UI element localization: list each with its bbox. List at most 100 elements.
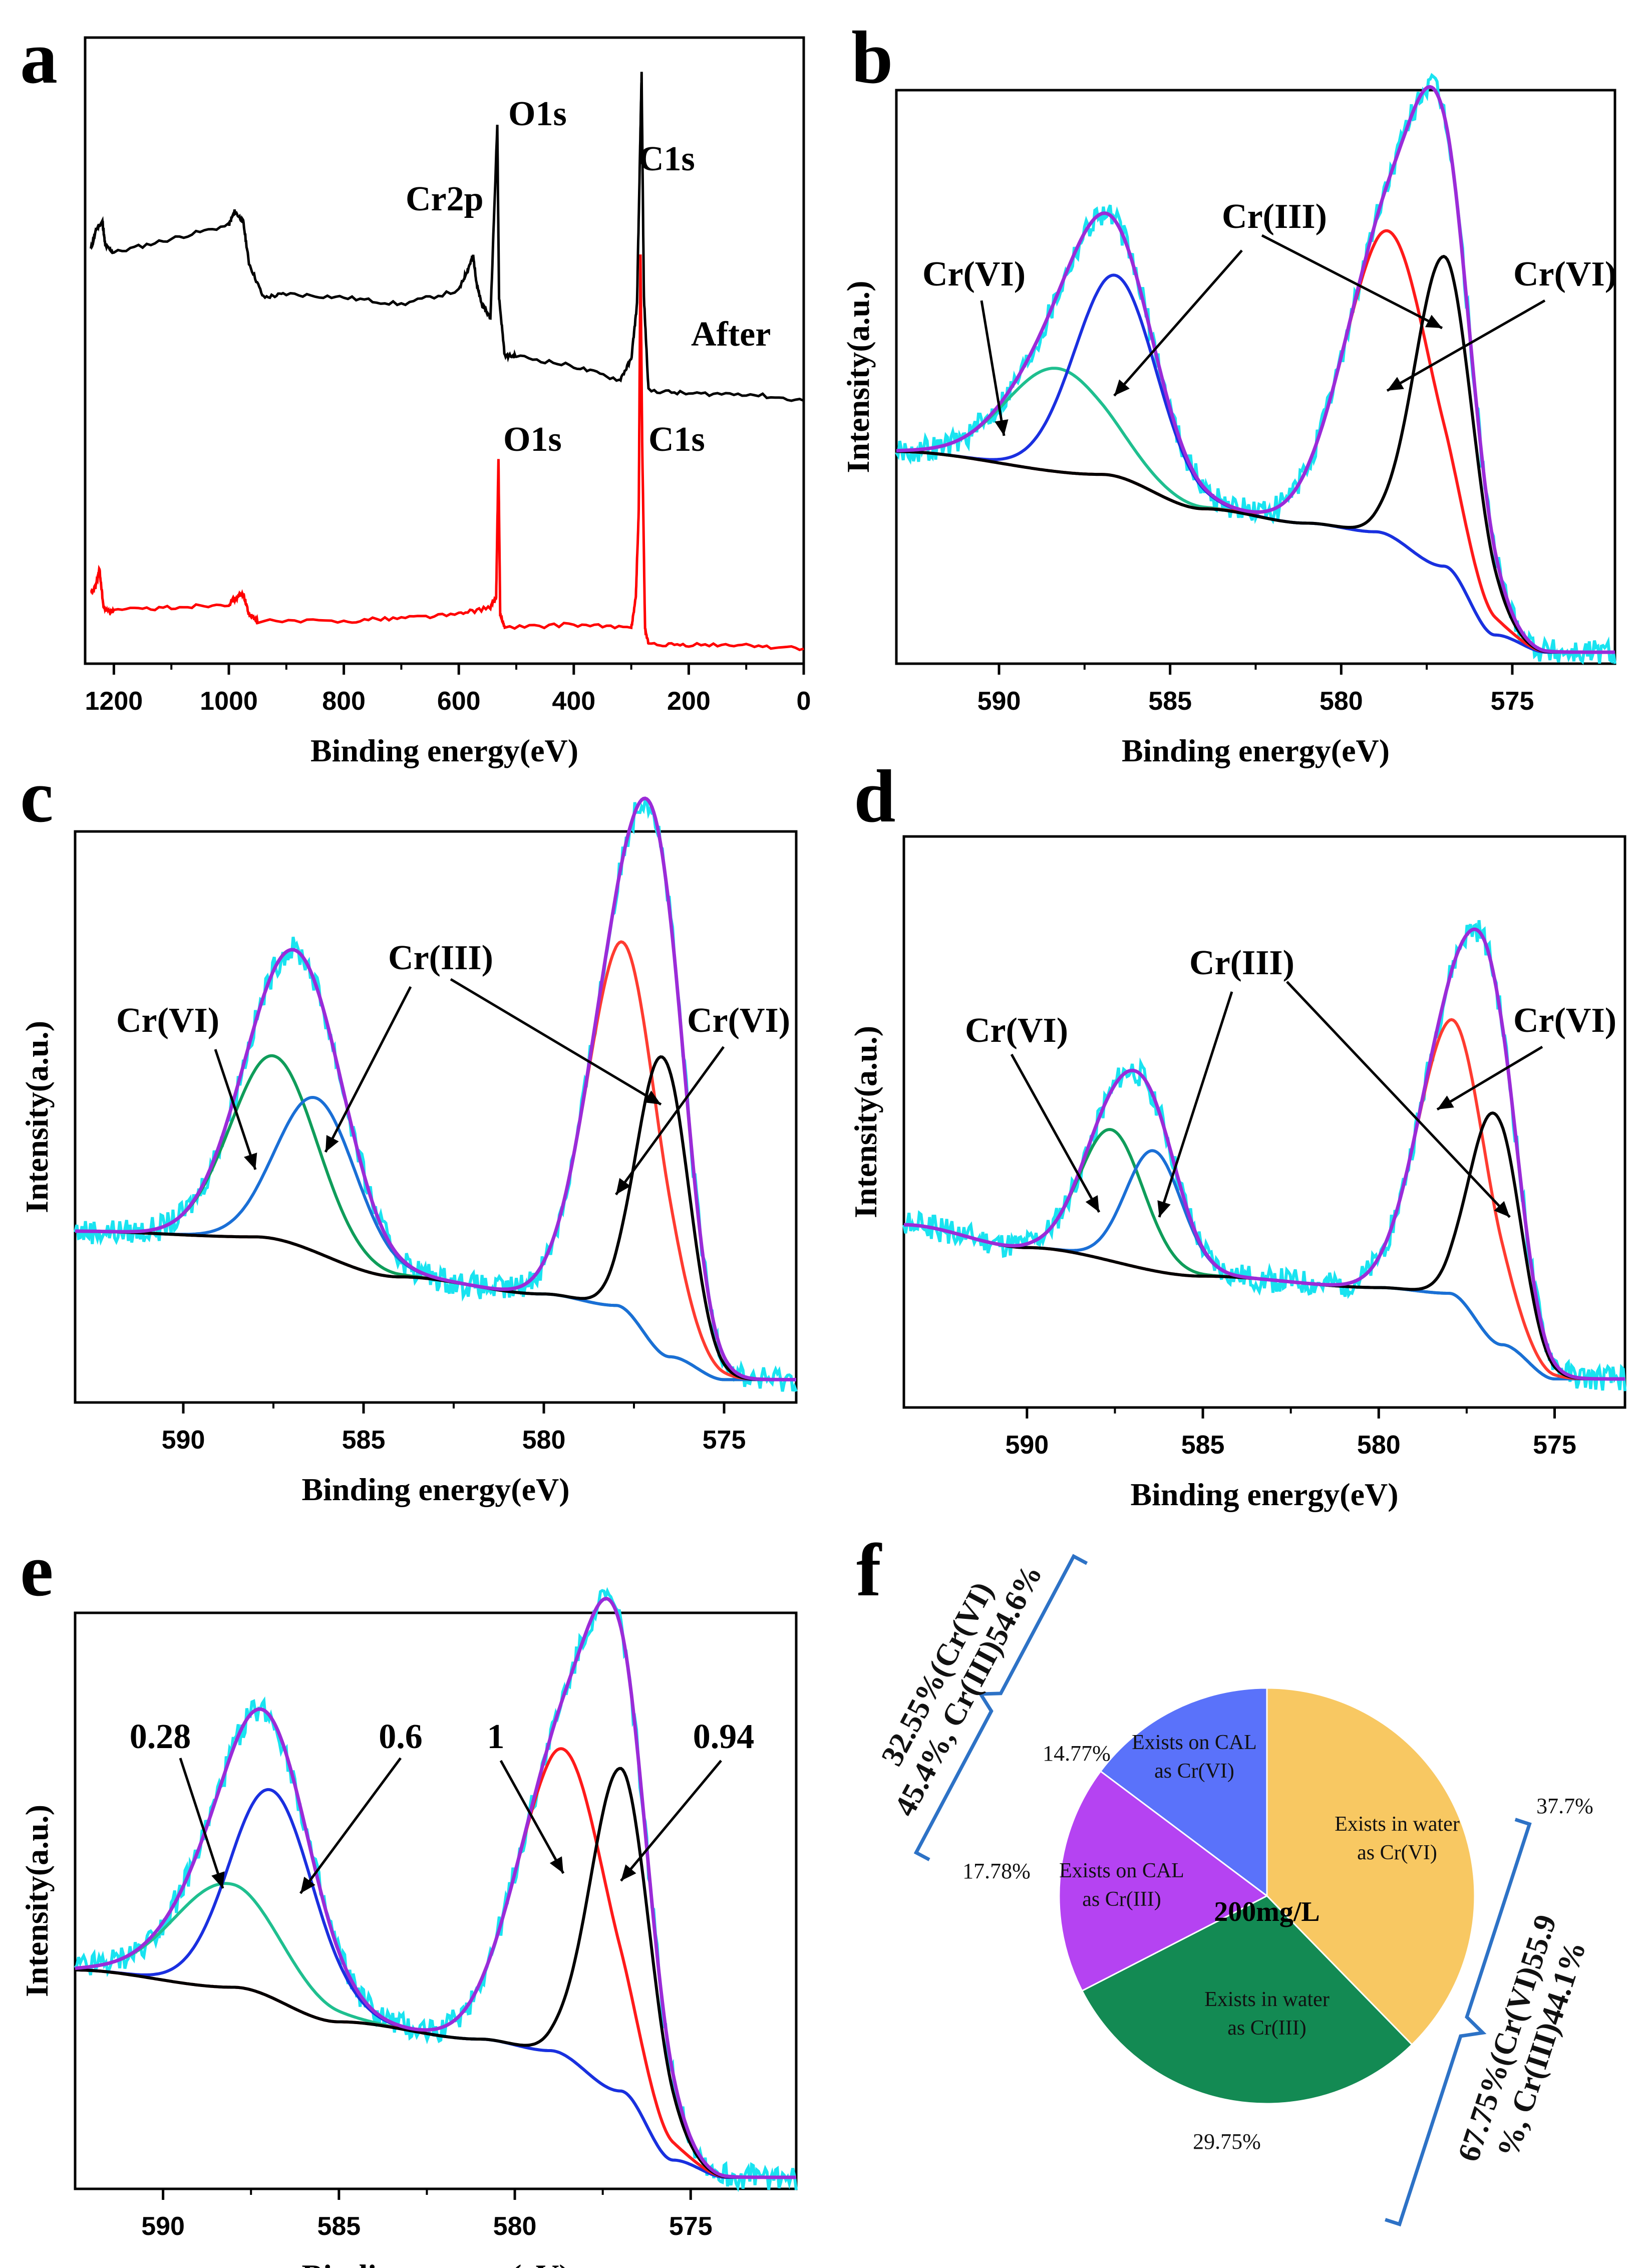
- baseline-line: [75, 1968, 796, 2179]
- pie-slice-label-2-line2: as Cr(III): [1082, 1888, 1161, 1911]
- annotation-arrow-3: [614, 1046, 725, 1196]
- annotation-arrow-0: [214, 1049, 257, 1170]
- x-axis-label: Binding energy(eV): [310, 733, 578, 768]
- fit-peak-1: [75, 1095, 796, 1381]
- x-tick-label: 580: [493, 2212, 537, 2241]
- annotation-arrow-3: [1386, 299, 1546, 392]
- baseline-line: [896, 450, 1615, 654]
- annotation-arrow-2: [1286, 981, 1511, 1218]
- peak-label: C1s: [648, 420, 705, 459]
- survey-line-after: [90, 72, 804, 402]
- annotation-arrow-2: [450, 978, 662, 1106]
- bracket-right-line: [1385, 1818, 1532, 2227]
- fit-peak-3: [896, 254, 1615, 654]
- pie-slice-label-1: Exists in water: [1204, 1988, 1330, 2011]
- annotation-arrow-3-head: [621, 1864, 636, 1881]
- state-label: Cr(VI): [965, 1011, 1068, 1050]
- state-label: 0.94: [693, 1718, 755, 1756]
- annotation-arrow-1: [1158, 991, 1233, 1218]
- x-tick-label: 1200: [85, 687, 143, 716]
- pie-percent-2: 17.78%: [962, 1859, 1031, 1883]
- annotation-arrow-0-head: [995, 419, 1009, 436]
- bracket-left-line: [913, 1554, 1088, 1861]
- annotation-arrow-1: [1113, 249, 1243, 397]
- x-tick-label: 590: [141, 2212, 185, 2241]
- pie-percent-1: 29.75%: [1193, 2129, 1261, 2154]
- x-tick-label: 800: [322, 687, 366, 716]
- x-tick-label: 590: [1005, 1431, 1049, 1460]
- x-tick-label: 580: [522, 1426, 566, 1455]
- state-label: 0.28: [130, 1718, 191, 1756]
- x-axis-label: Binding energy(eV): [1130, 1477, 1398, 1512]
- peak-label: C1s: [638, 140, 695, 178]
- panel-d: 590 585 580 575 Binding energy(eV) Intensity(…: [848, 835, 1626, 1512]
- state-label: Cr(VI): [687, 1001, 790, 1040]
- x-tick-label: 575: [1533, 1431, 1576, 1460]
- fit-envelope-line: [904, 927, 1625, 1381]
- x-tick-label: 585: [1181, 1431, 1225, 1460]
- pie-slice-3: [1099, 1687, 1268, 1897]
- pie-slice-label-0: Exists in water: [1335, 1813, 1460, 1836]
- state-label: 0.6: [379, 1718, 423, 1756]
- y-axis-label: Intensity(a.u.): [19, 1805, 55, 1997]
- annotation-arrow-3-head: [1387, 377, 1404, 391]
- fit-peak-0: [904, 1127, 1625, 1380]
- annotation-arrow-2-head: [1425, 315, 1442, 328]
- annotation-arrow-2-head: [549, 1856, 563, 1873]
- pie-slice-label-0-line2: as Cr(VI): [1357, 1841, 1437, 1864]
- annotation-arrow-0: [980, 300, 1006, 436]
- fit-envelope-line: [896, 85, 1615, 654]
- peak-label: Cr2p: [406, 180, 484, 218]
- raw-data-line: [895, 73, 1616, 665]
- panel-label-f: f: [856, 1529, 882, 1612]
- fit-envelope-line: [75, 1597, 796, 2179]
- annotation-arrow-1-head: [1157, 1200, 1171, 1217]
- annotation-arrow-2: [1261, 234, 1443, 330]
- annotation-arrow-0-head: [1085, 1195, 1099, 1212]
- fit-peak-2: [75, 1747, 796, 2179]
- panel-label-e: e: [20, 1529, 54, 1612]
- peak-label: After: [691, 315, 771, 354]
- panel-label-a: a: [20, 16, 58, 99]
- state-label: Cr(VI): [1513, 1001, 1616, 1040]
- x-tick-label: 575: [1491, 687, 1534, 716]
- x-tick-label: 590: [162, 1426, 205, 1455]
- x-tick-label: 575: [669, 2212, 713, 2241]
- pie-slice-label-2: Exists on CAL: [1059, 1859, 1184, 1882]
- panel-label-d: d: [854, 755, 895, 838]
- pie-slice-label-3-line2: as Cr(VI): [1154, 1760, 1234, 1783]
- pie-percent-0: 37.7%: [1536, 1794, 1593, 1818]
- annotation-arrow-1-head: [300, 1876, 315, 1893]
- baseline-line: [75, 1230, 796, 1381]
- state-label: 1: [487, 1718, 505, 1756]
- annotation-arrow-1: [324, 986, 412, 1153]
- pie-slice-label-1-line2: as Cr(III): [1227, 2017, 1306, 2040]
- annotation-arrow-2: [499, 1760, 565, 1874]
- x-tick-label: 1000: [200, 687, 258, 716]
- pie-slice-label-3: Exists on CAL: [1132, 1731, 1257, 1754]
- annotation-arrow-3-head: [1437, 1095, 1454, 1109]
- axes-frame-e: [74, 1611, 798, 2190]
- axes-frame-d: [902, 835, 1626, 1409]
- state-label: Cr(VI): [922, 255, 1026, 294]
- annotation-arrow-1: [299, 1757, 402, 1894]
- state-label: Cr(VI): [1513, 255, 1616, 294]
- x-tick-label: 585: [1148, 687, 1192, 716]
- axes-frame-a: [84, 36, 805, 665]
- annotation-arrow-3: [620, 1760, 722, 1882]
- x-tick-label: 580: [1319, 687, 1363, 716]
- pie-percent-3: 14.77%: [1043, 1741, 1111, 1766]
- annotation-arrow-0-head: [211, 1871, 225, 1888]
- fit-envelope-line: [75, 796, 796, 1381]
- axes-frame-b: [895, 89, 1616, 665]
- annotation-arrow-3: [1436, 1045, 1543, 1111]
- x-tick-label: 200: [667, 687, 711, 716]
- pie-slice-1: [1081, 1895, 1413, 2105]
- x-tick-label: 585: [342, 1426, 386, 1455]
- x-tick-label: 600: [437, 687, 481, 716]
- fit-peak-3: [75, 1767, 796, 2179]
- axes-frame-c: [74, 830, 798, 1404]
- annotation-arrow-2-head: [1494, 1201, 1510, 1217]
- panel-label-b: b: [851, 16, 893, 99]
